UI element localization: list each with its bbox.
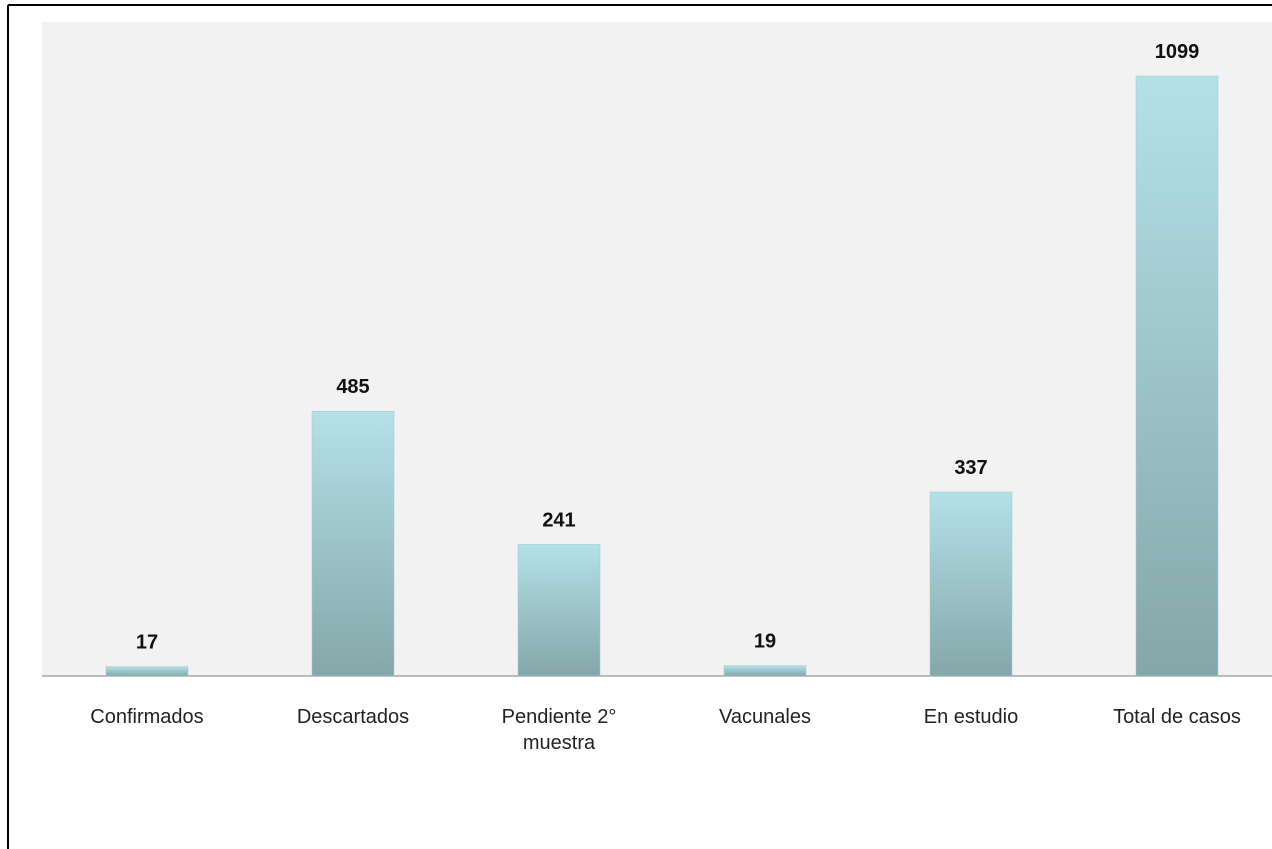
value-label: 1099	[1155, 41, 1200, 63]
bar	[723, 665, 807, 677]
value-label: 485	[336, 376, 369, 398]
bar	[517, 544, 601, 677]
value-label: 337	[954, 457, 987, 479]
value-label: 241	[542, 509, 575, 531]
value-label: 17	[136, 632, 158, 654]
x-tick-label: Confirmados	[90, 706, 204, 728]
plot-area	[42, 22, 1272, 676]
bar	[311, 410, 395, 677]
x-tick-label: En estudio	[923, 706, 1019, 728]
x-tick-label: Pendiente 2° muestra	[501, 706, 617, 754]
x-tick-label: Descartados	[296, 706, 410, 728]
bar	[929, 491, 1013, 677]
x-tick-label: Total de casos	[1113, 706, 1241, 728]
value-label: 19	[754, 631, 776, 653]
x-tick-label: Vacunales	[719, 706, 811, 728]
bar	[1135, 75, 1219, 677]
bar	[105, 666, 189, 677]
